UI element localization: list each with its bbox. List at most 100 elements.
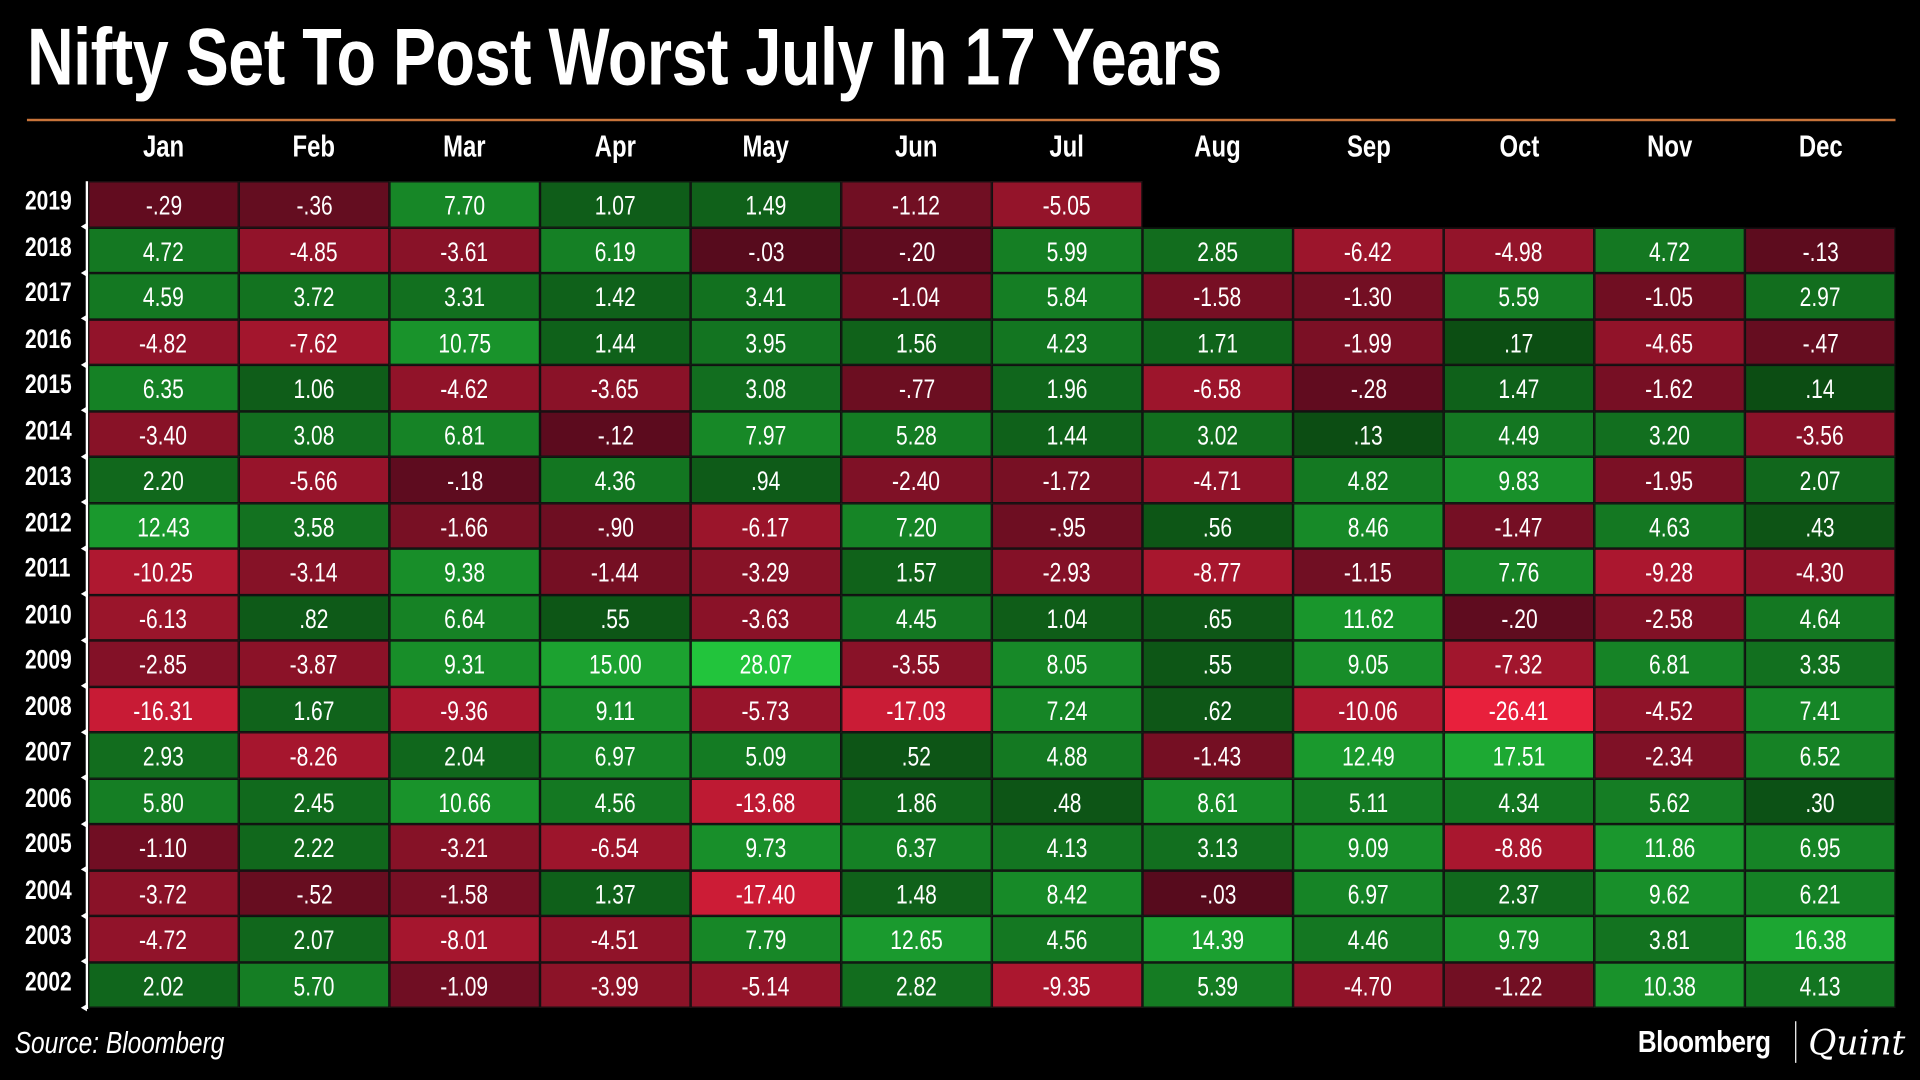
- heatmap-row-2005: 2005 -1.10 2.22 -3.21 -6.54 9.73 6.37 4.13 3.13 9…: [24, 824, 1896, 874]
- heatmap-cell: 12.43: [88, 502, 239, 549]
- heatmap-cell: 3.13: [1142, 824, 1294, 871]
- cell-value: 6.21: [1799, 878, 1841, 910]
- heatmap-cell: 2.93: [88, 732, 239, 779]
- heatmap-cell: -1.04: [841, 273, 992, 319]
- heatmap-cell: -13.68: [690, 778, 842, 825]
- cell-value: 2.45: [293, 786, 335, 818]
- empty-cell: [1443, 181, 1595, 228]
- heatmap-cell: -2.40: [841, 456, 992, 503]
- empty-cell: [1744, 181, 1896, 228]
- axis-tick: [80, 590, 87, 598]
- heatmap-cell: -6.54: [540, 824, 691, 871]
- heatmap-row-2019: 2019 -.29 -.36 7.70 1.07 1.49 -1.12 -5.05: [24, 181, 1896, 231]
- cell-value: 4.72: [1649, 235, 1691, 267]
- year-label-text: 2016: [24, 322, 72, 354]
- axis-tick: [80, 682, 87, 690]
- heatmap-cell: 1.42: [540, 273, 691, 319]
- heatmap-cell: -4.72: [88, 915, 239, 962]
- heatmap-cell: -8.26: [238, 732, 390, 779]
- cell-value: 1.04: [1046, 603, 1088, 634]
- heatmap-row-2003: 2003 -4.72 2.07 -8.01 -4.51 7.79 12.65 4.56 14.3…: [24, 915, 1896, 965]
- year-label-text: 2009: [24, 644, 72, 675]
- heatmap-cell: 10.75: [389, 318, 541, 365]
- month-header-apr: Apr: [540, 130, 691, 166]
- cell-value: 4.13: [1046, 832, 1088, 864]
- heatmap-row-2011: 2011 -10.25 -3.14 9.38 -1.44 -3.29 1.57 -2.93 -8…: [25, 548, 1896, 598]
- month-header-jan: Jan: [88, 130, 239, 166]
- heatmap-cell: 10.66: [389, 778, 541, 825]
- heatmap-cell: 4.23: [991, 318, 1143, 365]
- cell-value: -.20: [1500, 603, 1538, 634]
- cell-value: 5.62: [1649, 786, 1691, 818]
- cell-value: 4.56: [1046, 924, 1088, 956]
- tick-label: Jul: [1049, 129, 1085, 165]
- cell-value: 4.64: [1799, 603, 1841, 634]
- cell-value: 4.46: [1347, 924, 1389, 956]
- cell-value: -.18: [446, 465, 483, 496]
- heatmap-cell: -3.21: [389, 824, 541, 871]
- heatmap-cell: -1.15: [1293, 548, 1444, 595]
- heatmap-cell: 2.45: [238, 778, 390, 825]
- cell-value: -5.14: [741, 970, 790, 1002]
- cell-value: 4.45: [896, 603, 937, 634]
- heatmap-cell: 16.38: [1744, 915, 1896, 962]
- cell-value: -4.98: [1495, 235, 1543, 267]
- cell-value: -.03: [747, 235, 785, 267]
- cell-value: 9.73: [745, 832, 787, 864]
- cell-value: -9.36: [440, 694, 489, 726]
- logo-separator: [1794, 1021, 1797, 1063]
- heatmap-cell: 1.07: [540, 181, 691, 228]
- heatmap-cell: -4.70: [1293, 961, 1444, 1008]
- cell-value: 10.75: [438, 327, 491, 359]
- cell-value: 2.82: [896, 970, 937, 1002]
- cell-value: 1.06: [293, 373, 335, 405]
- heatmap-row-2015: 2015 6.35 1.06 -4.62 -3.65 3.08 -.77 1.96 -6.58 -…: [24, 364, 1896, 414]
- heatmap-cell: 12.49: [1293, 732, 1444, 779]
- heatmap-cell: 7.79: [690, 915, 842, 962]
- cell-value: 12.49: [1342, 740, 1395, 772]
- heatmap-row-2002: 2002 2.02 5.70 -1.09 -3.99 -5.14 2.82 -9.35 5.39…: [24, 961, 1896, 1011]
- heatmap-cell: 6.21: [1744, 870, 1896, 916]
- heatmap-cell: -.77: [841, 364, 992, 411]
- cell-value: -6.17: [741, 511, 790, 542]
- year-label: 2009: [17, 637, 78, 683]
- cell-value: -1.12: [892, 189, 941, 221]
- heatmap-cell: 1.49: [690, 181, 842, 228]
- cell-value: 2.20: [143, 465, 184, 496]
- heatmap-cell: 1.57: [841, 548, 992, 595]
- heatmap-cell: .62: [1142, 686, 1294, 733]
- year-label-text: 2012: [24, 506, 72, 537]
- cell-value: 1.42: [594, 281, 636, 313]
- heatmap-cell: -.52: [238, 870, 390, 916]
- month-header-row: Jan Feb Mar Apr May Jun Jul Aug Sep Oct Nov Dec: [88, 130, 1895, 166]
- cell-value: 4.56: [594, 786, 636, 818]
- cell-value: .94: [751, 465, 781, 496]
- heatmap-cell: -2.34: [1594, 732, 1745, 779]
- year-label: 2019: [17, 178, 78, 224]
- heatmap-cell: -9.36: [389, 686, 541, 733]
- heatmap-cell: -4.30: [1744, 548, 1896, 595]
- cell-value: -3.14: [290, 557, 339, 588]
- heatmap-cell: -3.56: [1744, 410, 1896, 457]
- heatmap-cell: 28.07: [690, 640, 842, 687]
- cell-value: 3.41: [745, 281, 787, 313]
- cell-value: -4.65: [1645, 327, 1694, 359]
- month-header-jun: Jun: [841, 130, 992, 166]
- cell-value: -13.68: [736, 786, 796, 818]
- heatmap-cell: 5.84: [991, 273, 1143, 319]
- axis-tick: [80, 727, 87, 736]
- heatmap-cell: -17.03: [841, 686, 992, 733]
- heatmap-cell: 1.56: [841, 318, 992, 365]
- cell-value: -3.87: [290, 648, 339, 680]
- heatmap-cell: 4.45: [841, 594, 992, 641]
- heatmap-cell: 6.81: [389, 410, 541, 457]
- month-header-feb: Feb: [239, 130, 390, 166]
- heatmap-cell: .14: [1744, 364, 1896, 411]
- month-header-nov: Nov: [1594, 130, 1745, 166]
- heatmap-cell: 2.82: [841, 961, 992, 1008]
- heatmap-cell: -3.65: [540, 364, 691, 411]
- heatmap-cell: -4.85: [238, 227, 390, 274]
- year-label-text: 2018: [24, 230, 72, 262]
- cell-value: 10.38: [1643, 970, 1696, 1002]
- heatmap-cell: 4.56: [991, 915, 1143, 962]
